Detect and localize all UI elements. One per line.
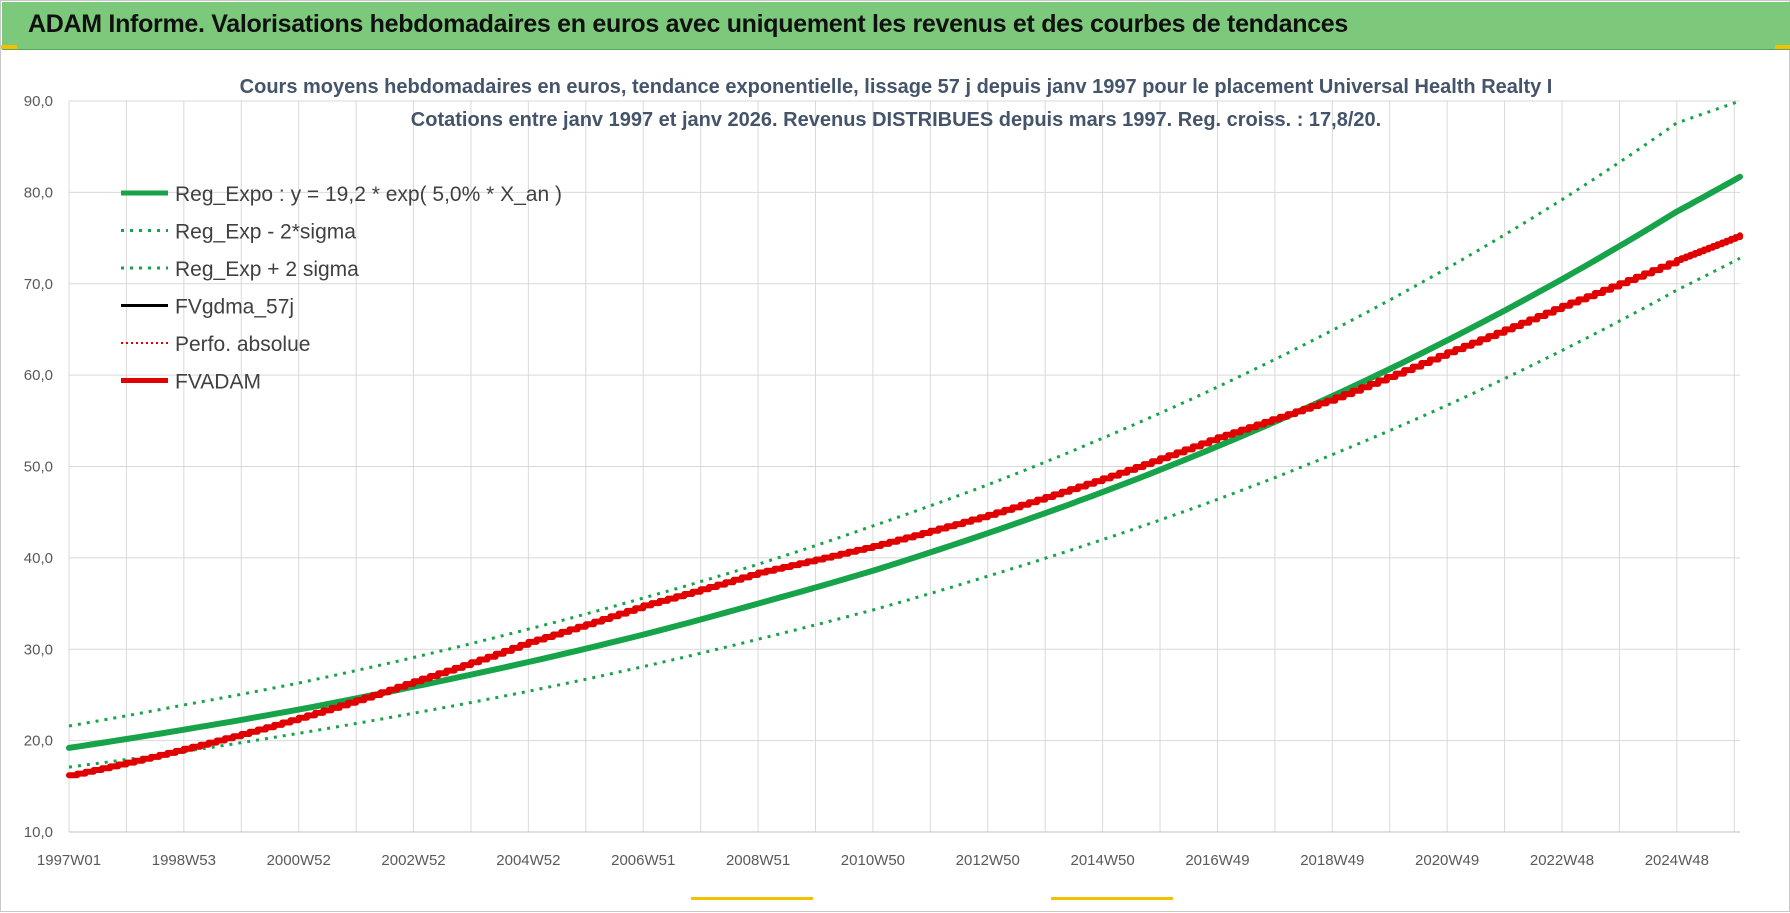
legend-label-0: Reg_Expo : y = 19,2 * exp( 5,0% * X_an ) xyxy=(175,183,562,206)
y-tick-label: 20,0 xyxy=(24,733,53,750)
legend-label-3: FVgdma_57j xyxy=(175,296,294,319)
x-tick-label: 2024W48 xyxy=(1645,852,1709,869)
grid-lines xyxy=(68,100,1740,833)
x-tick-label: 2018W49 xyxy=(1300,852,1364,869)
x-axis-ticks: 1997W01 1998W53 2000W52 2002W52 2004W52 2006W… xyxy=(37,852,1709,869)
legend-label-1: Reg_Exp - 2*sigma xyxy=(175,221,356,244)
legend-label-5: FVADAM xyxy=(175,371,261,394)
x-tick-label: 1997W01 xyxy=(37,852,101,869)
y-axis-ticks: 10,0 20,0 30,0 40,0 50,0 60,0 70,0 80,0 90,0 xyxy=(24,93,53,841)
corner-mark-bottom-2 xyxy=(1051,897,1173,900)
x-tick-label: 2016W49 xyxy=(1185,852,1249,869)
x-tick-label: 2000W52 xyxy=(267,852,331,869)
corner-mark-right xyxy=(1775,45,1790,49)
y-tick-label: 10,0 xyxy=(24,824,53,841)
legend-label-4: Perfo. absolue xyxy=(175,333,310,356)
x-tick-label: 1998W53 xyxy=(152,852,216,869)
x-tick-label: 2012W50 xyxy=(956,852,1020,869)
y-tick-label: 30,0 xyxy=(24,641,53,658)
series-layer xyxy=(66,99,1743,779)
x-tick-label: 2004W52 xyxy=(496,852,560,869)
series-line-1 xyxy=(68,256,1741,769)
series-line-5 xyxy=(66,232,1743,779)
corner-mark-bottom-1 xyxy=(691,897,813,900)
x-tick-label: 2014W50 xyxy=(1070,852,1134,869)
y-tick-label: 90,0 xyxy=(24,93,53,110)
chart-title-line-1: Cours moyens hebdomadaires en euros, ten… xyxy=(240,76,1553,98)
header-banner: ADAM Informe. Valorisations hebdomadaire… xyxy=(2,2,1790,50)
x-tick-label: 2002W52 xyxy=(381,852,445,869)
chart-legend: Reg_Expo : y = 19,2 * exp( 5,0% * X_an )… xyxy=(121,183,562,394)
y-tick-label: 60,0 xyxy=(24,367,53,384)
corner-mark-left xyxy=(1,45,17,49)
page-title: ADAM Informe. Valorisations hebdomadaire… xyxy=(28,10,1349,38)
x-tick-label: 2020W49 xyxy=(1415,852,1479,869)
y-tick-label: 70,0 xyxy=(24,276,53,293)
x-tick-label: 2010W50 xyxy=(841,852,905,869)
x-tick-label: 2008W51 xyxy=(726,852,790,869)
legend-label-2: Reg_Exp + 2 sigma xyxy=(175,258,359,281)
chart-title-line-2: Cotations entre janv 1997 et janv 2026. … xyxy=(411,109,1381,131)
x-tick-label: 2006W51 xyxy=(611,852,675,869)
x-tick-label: 2022W48 xyxy=(1530,852,1594,869)
y-tick-label: 50,0 xyxy=(24,459,53,476)
y-tick-label: 80,0 xyxy=(24,184,53,201)
y-tick-label: 40,0 xyxy=(24,550,53,567)
